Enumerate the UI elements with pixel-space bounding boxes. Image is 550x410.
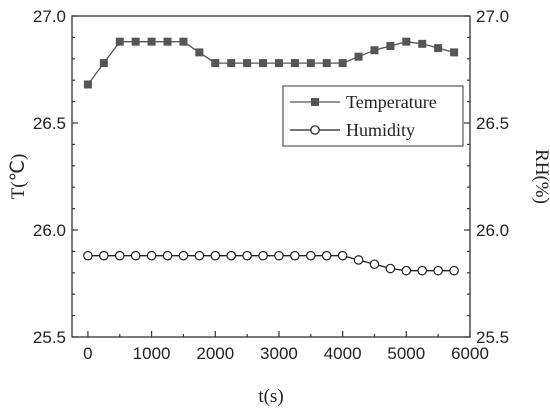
- y-tick-label-right: 27.0: [476, 7, 509, 26]
- temperature-point: [322, 59, 331, 68]
- temperature-point: [402, 37, 411, 46]
- temperature-point: [211, 59, 220, 68]
- y-tick-label-left: 26.0: [33, 221, 66, 240]
- x-axis-title: t(s): [258, 386, 283, 407]
- legend-label-humidity: Humidity: [346, 120, 415, 140]
- legend-label-temperature: Temperature: [346, 92, 437, 112]
- humidity-point: [242, 250, 252, 261]
- temperature-point: [290, 59, 299, 68]
- humidity-point: [114, 250, 125, 261]
- x-tick-label: 3000: [260, 344, 298, 363]
- humidity-point: [433, 265, 443, 276]
- x-tick-label: 6000: [451, 344, 489, 363]
- humidity-point: [194, 250, 205, 261]
- humidity-point: [226, 250, 236, 261]
- humidity-point: [369, 259, 380, 270]
- x-tick-label: 4000: [324, 344, 362, 363]
- humidity-point: [99, 250, 109, 261]
- series-line-temperature: [87, 41, 455, 85]
- temperature-point: [450, 48, 459, 57]
- temperature-point: [83, 80, 92, 89]
- humidity-point: [353, 255, 364, 265]
- legend: Temperature Humidity: [282, 85, 464, 147]
- temperature-point: [243, 59, 252, 68]
- series-line-humidity: [87, 255, 455, 272]
- temperature-point: [370, 46, 379, 55]
- humidity-point: [449, 265, 459, 276]
- humidity-point: [401, 265, 412, 276]
- temperature-point: [259, 59, 268, 68]
- x-tick-label: 5000: [387, 344, 425, 363]
- y-tick-label-right: 25.5: [476, 328, 509, 347]
- x-tick-label: 2000: [196, 344, 234, 363]
- temperature-point: [115, 37, 124, 46]
- y-axis-title-left: T(℃): [8, 154, 29, 200]
- humidity-point: [258, 250, 268, 261]
- humidity-point: [162, 250, 173, 261]
- humidity-point: [274, 250, 284, 261]
- legend-marker-humidity: [310, 125, 320, 135]
- temperature-point: [179, 37, 188, 46]
- temperature-point: [227, 59, 236, 68]
- temperature-point: [418, 39, 427, 48]
- y-tick-label-right: 26.0: [476, 221, 509, 240]
- temperature-point: [131, 37, 140, 46]
- humidity-point: [146, 250, 157, 261]
- temperature-point: [147, 37, 156, 46]
- y-tick-label-left: 26.5: [33, 114, 66, 133]
- humidity-point: [290, 250, 300, 261]
- humidity-point: [385, 263, 396, 274]
- humidity-point: [83, 250, 93, 261]
- plot-frame: [71, 15, 471, 338]
- y-tick-label-left: 25.5: [33, 328, 66, 347]
- humidity-point: [337, 250, 348, 261]
- temperature-point: [195, 48, 204, 57]
- series-layer: [83, 37, 459, 276]
- humidity-point: [321, 250, 332, 261]
- temperature-point: [354, 52, 363, 61]
- legend-marker-temperature: [311, 98, 319, 106]
- humidity-point: [178, 250, 189, 261]
- temperature-point: [386, 41, 395, 50]
- humidity-point: [210, 250, 221, 261]
- x-tick-label: 1000: [133, 344, 171, 363]
- y-axis-title-right: RH(%): [531, 149, 550, 204]
- y-tick-label-left: 27.0: [33, 7, 66, 26]
- temperature-point: [274, 59, 283, 68]
- legend-box: [282, 85, 464, 147]
- tick-labels: 0 1000 2000 3000 4000 5000 600025.526.026.527.…: [33, 7, 509, 363]
- y-tick-label-right: 26.5: [476, 114, 509, 133]
- humidity-point: [130, 250, 141, 261]
- temperature-point: [338, 59, 347, 68]
- temperature-point: [306, 59, 315, 68]
- tick-marks: [72, 15, 471, 338]
- temperature-point: [99, 59, 108, 68]
- temperature-point: [434, 44, 443, 53]
- humidity-point: [417, 265, 428, 276]
- temperature-point: [163, 37, 172, 46]
- x-tick-label: 0: [83, 344, 92, 363]
- humidity-point: [305, 250, 316, 261]
